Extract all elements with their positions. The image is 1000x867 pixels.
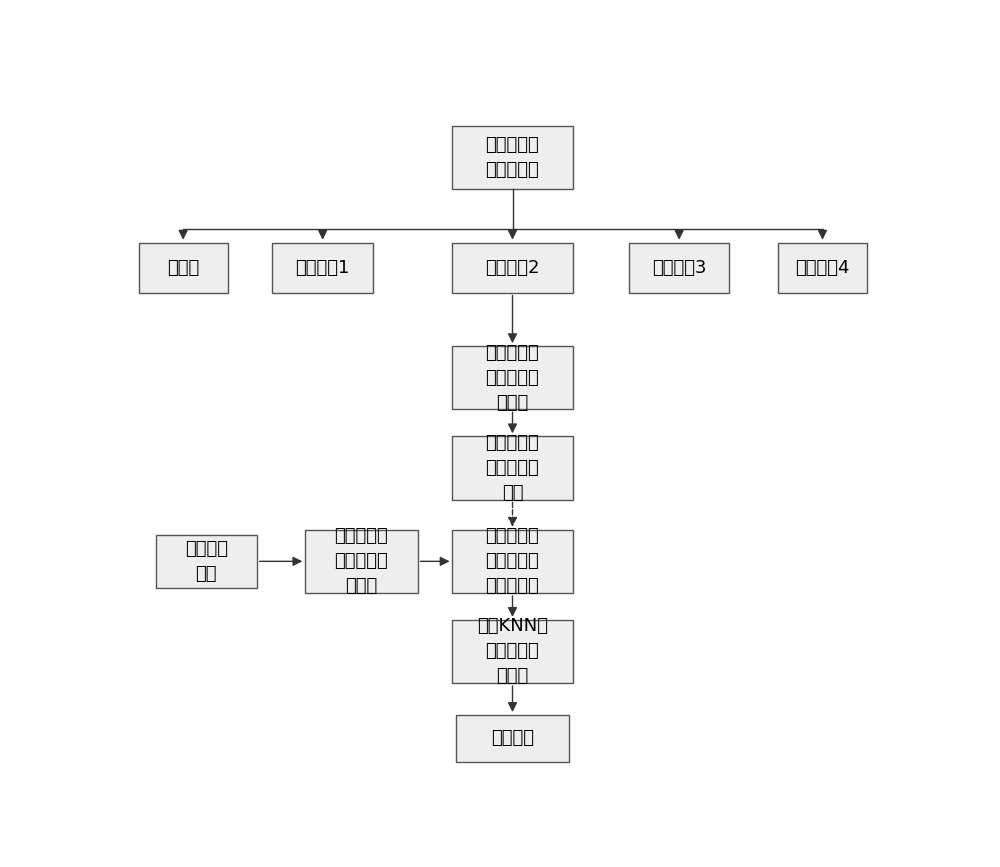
Text: 获得实时数
据与训练样
本间的距离: 获得实时数 据与训练样 本间的距离 [486,527,539,596]
Text: 实时监测
数据: 实时监测 数据 [185,540,228,583]
Text: 获取历史监
控数据样本: 获取历史监 控数据样本 [486,136,539,179]
FancyBboxPatch shape [156,535,257,588]
FancyBboxPatch shape [456,715,569,761]
Text: 结果输出: 结果输出 [491,729,534,747]
FancyBboxPatch shape [272,243,373,293]
FancyBboxPatch shape [139,243,228,293]
FancyBboxPatch shape [452,436,573,499]
FancyBboxPatch shape [629,243,729,293]
FancyBboxPatch shape [452,243,573,293]
FancyBboxPatch shape [778,243,867,293]
FancyBboxPatch shape [452,126,573,189]
FancyBboxPatch shape [452,346,573,409]
Text: 采用小波变
换进行数据
预处理: 采用小波变 换进行数据 预处理 [334,527,388,596]
FancyBboxPatch shape [452,620,573,683]
Text: 无故障: 无故障 [167,258,199,277]
Text: 故障类型1: 故障类型1 [295,258,350,277]
Text: 采用KNN分
类法进行故
障分类: 采用KNN分 类法进行故 障分类 [477,617,548,686]
Text: 进行度量学
习生成度量
矩阵: 进行度量学 习生成度量 矩阵 [486,434,539,502]
FancyBboxPatch shape [452,530,573,593]
Text: 采用小波变
换进行数据
预处理: 采用小波变 换进行数据 预处理 [486,343,539,412]
Text: 故障类型4: 故障类型4 [795,258,850,277]
Text: 故障类型3: 故障类型3 [652,258,706,277]
FancyBboxPatch shape [305,530,418,593]
Text: 故障类型2: 故障类型2 [485,258,540,277]
